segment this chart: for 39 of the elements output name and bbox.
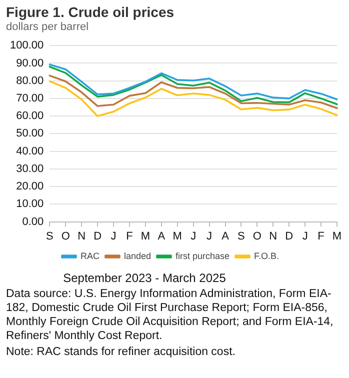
- chart-subtitle: dollars per barrel: [6, 21, 90, 33]
- y-tick-label: 50.00: [16, 128, 44, 140]
- legend-label: landed: [124, 250, 152, 261]
- chart-title: Figure 1. Crude oil prices: [6, 4, 176, 20]
- x-tick-label: M: [172, 230, 182, 242]
- y-tick-label: 80.00: [16, 74, 44, 87]
- y-tick-label: 90.00: [16, 57, 44, 70]
- x-tick-label: J: [110, 230, 116, 242]
- y-tick-label: 70.00: [16, 92, 44, 104]
- x-tick-label: F: [126, 230, 134, 242]
- x-tick-label: O: [252, 230, 262, 242]
- x-tick-label: F: [318, 230, 325, 242]
- legend-label: F.O.B.: [254, 250, 280, 261]
- x-tick-label: J: [190, 230, 196, 242]
- y-tick-label: 20.00: [16, 180, 44, 193]
- x-tick-label: S: [46, 230, 54, 242]
- x-axis-title: September 2023 - March 2025: [62, 271, 227, 285]
- x-tick-label: D: [285, 230, 294, 242]
- legend-label: RAC: [80, 250, 100, 261]
- y-tick-label: 100.00: [10, 40, 44, 52]
- legend-label: first purchase: [176, 250, 230, 261]
- x-tick-label: M: [332, 230, 342, 242]
- source-note: Data source: U.S. Energy Information Administration, Form EIA-182, Domestic Crude Oil First Purchase Report; Form EIA-856, Monthly Foreign Crude Oil Acquisition Report; and Form EIA-14, Refiners' Monthly Cost Report.: [6, 287, 334, 343]
- x-tick-label: J: [206, 230, 212, 242]
- x-tick-label: A: [222, 230, 230, 242]
- y-tick-label: 40.00: [16, 145, 44, 158]
- x-tick-label: N: [269, 230, 278, 242]
- x-tick-label: J: [302, 230, 308, 242]
- x-tick-label: M: [140, 230, 150, 242]
- x-tick-label: N: [78, 230, 86, 242]
- x-tick-label: O: [61, 230, 70, 242]
- y-tick-label: 10.00: [16, 198, 44, 210]
- x-tick-label: A: [158, 230, 166, 242]
- y-tick-label: 60.00: [16, 110, 44, 122]
- x-tick-label: S: [238, 230, 245, 242]
- y-tick-label: 30.00: [16, 162, 44, 175]
- x-tick-label: D: [94, 230, 102, 242]
- y-tick-label: 0.00: [22, 216, 44, 228]
- text: Note: RAC stands for refiner acquisition cost.: [6, 345, 236, 359]
